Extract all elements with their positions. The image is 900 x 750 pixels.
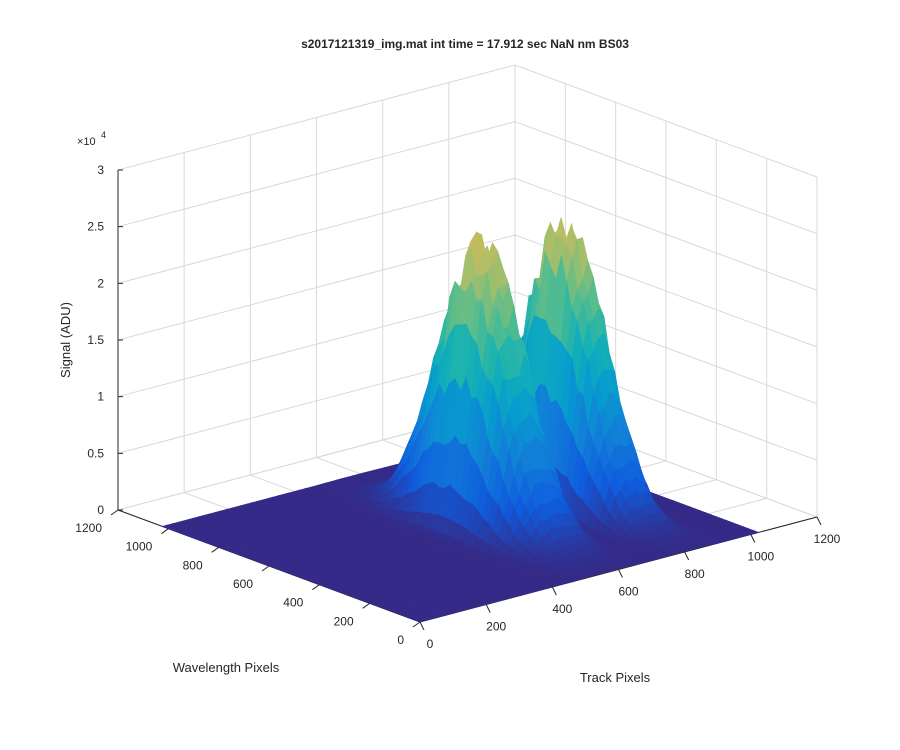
y-tick-mark: [412, 621, 421, 628]
y-tick-mark: [110, 509, 119, 516]
x-tick-mark: [419, 621, 425, 631]
wall-grid-line: [514, 121, 818, 235]
svg-text:4: 4: [101, 130, 106, 140]
x-tick-label: 1000: [747, 550, 774, 564]
wall-grid-line: [117, 121, 516, 228]
x-tick-mark: [750, 534, 756, 543]
z-tick-label: 1.5: [87, 333, 104, 347]
wall-grid-line: [514, 177, 818, 291]
z-tick-label: 2.5: [87, 220, 104, 234]
x-tick-label: 0: [427, 637, 434, 651]
chart-title: s2017121319_img.mat int time = 17.912 se…: [301, 37, 629, 51]
y-axis-label: Wavelength Pixels: [173, 660, 280, 675]
wall-grid-line: [514, 64, 818, 178]
y-tick-label: 200: [334, 614, 354, 628]
y-tick-mark: [161, 528, 169, 535]
z-tick-label: 0.5: [87, 446, 104, 460]
x-tick-label: 600: [618, 585, 638, 599]
x-tick-label: 800: [685, 567, 705, 581]
z-tick-label: 0: [97, 503, 104, 517]
y-tick-label: 800: [183, 558, 203, 572]
x-tick-mark: [816, 516, 822, 526]
x-tick-label: 1200: [814, 532, 841, 546]
y-tick-label: 400: [283, 596, 303, 610]
svg-text:×10: ×10: [77, 136, 96, 148]
y-tick-label: 1000: [126, 540, 153, 554]
x-tick-mark: [684, 551, 690, 561]
z-axis-label: Signal (ADU): [58, 302, 73, 378]
x-tick-mark: [485, 604, 491, 613]
z-tick-label: 2: [97, 276, 104, 290]
x-tick-mark: [618, 569, 623, 578]
x-tick-label: 400: [552, 602, 572, 616]
y-tick-label: 0: [397, 633, 404, 647]
x-tick-mark: [551, 586, 557, 596]
y-tick-mark: [261, 565, 270, 572]
wall-grid-line: [117, 64, 516, 171]
surface-patch: [413, 618, 427, 623]
z-tick-label: 1: [97, 390, 104, 404]
y-tick-mark: [312, 584, 320, 591]
y-tick-label: 1200: [75, 521, 102, 535]
tick-labels: 0200400600800100012000200400600800100012…: [75, 163, 840, 651]
y-tick-mark: [211, 546, 219, 553]
wall-grid-line: [117, 234, 516, 341]
z-exponent-label: ×10 4: [77, 130, 106, 148]
x-tick-label: 200: [486, 620, 506, 634]
wall-grid-line: [117, 177, 516, 284]
z-tick-label: 3: [97, 163, 104, 177]
surface-plot: [161, 217, 760, 623]
x-axis-label: Track Pixels: [580, 670, 651, 685]
y-tick-mark: [362, 602, 370, 609]
y-tick-label: 600: [233, 577, 253, 591]
